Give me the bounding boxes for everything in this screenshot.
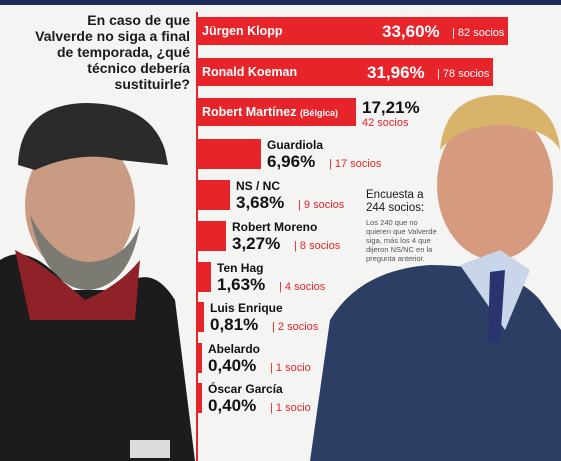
bar-value-label: 6,96% <box>267 152 316 171</box>
bar-7 <box>196 302 204 332</box>
bar-value-label: 33,60% <box>382 22 440 41</box>
bar-name-label: Ten Hag <box>217 261 264 275</box>
bar-name-label: Robert Moreno <box>232 220 318 234</box>
bar-value-label: 0,40% <box>208 396 257 415</box>
bar-name-label: Ronald Koeman <box>202 65 298 79</box>
bar-value-label: 31,96% <box>367 63 425 82</box>
survey-note-body: Los 240 que no quieren que Valverde siga… <box>366 218 437 263</box>
bar-socios-label: 42 socios <box>362 117 409 129</box>
bar-socios-label: | 4 socios <box>279 281 326 293</box>
bar-value-label: 0,81% <box>210 315 259 334</box>
bar-socios-label: | 2 socios <box>272 321 319 333</box>
bar-name-label: NS / NC <box>236 179 281 193</box>
bar-name-label: Jürgen Klopp <box>202 24 283 38</box>
klopp-photo <box>0 103 195 461</box>
bar-socios-label: | 82 socios <box>452 27 505 39</box>
bar-5 <box>196 221 226 251</box>
bar-value-label: 17,21% <box>362 98 420 117</box>
bar-socios-label: | 1 socio <box>270 402 311 414</box>
bar-name-label: Abelardo <box>208 342 261 356</box>
bar-name-text: Robert Martínez <box>202 105 300 119</box>
bar-name-suffix: (Bélgica) <box>299 108 338 118</box>
bar-name-label: Guardiola <box>267 138 324 152</box>
koeman-photo <box>310 95 561 461</box>
bar-3 <box>196 139 261 169</box>
bar-6 <box>196 262 211 292</box>
bar-name-label: Robert Martínez (Bélgica) <box>202 105 338 119</box>
bar-name-label: Óscar García <box>208 382 283 396</box>
bar-socios-label: | 9 socios <box>298 199 345 211</box>
bar-socios-label: | 78 socios <box>437 68 490 80</box>
bar-4 <box>196 180 230 210</box>
bar-value-label: 3,68% <box>236 193 285 212</box>
bar-socios-label: | 8 socios <box>294 240 341 252</box>
bar-2 <box>196 98 356 126</box>
survey-question: En caso de que Valverde no siga a final … <box>35 12 190 92</box>
bar-value-label: 0,40% <box>208 356 257 375</box>
bar-8 <box>196 343 202 373</box>
bar-value-label: 1,63% <box>217 275 266 294</box>
bar-1 <box>196 58 493 86</box>
bar-socios-label: | 17 socios <box>329 158 382 170</box>
bar-name-label: Luis Enrique <box>210 301 283 315</box>
survey-note-title: Encuesta a 244 socios: <box>366 189 425 214</box>
bar-socios-label: | 1 socio <box>270 362 311 374</box>
bar-value-label: 3,27% <box>232 234 281 253</box>
bar-9 <box>196 383 202 413</box>
bar-0 <box>196 17 508 45</box>
